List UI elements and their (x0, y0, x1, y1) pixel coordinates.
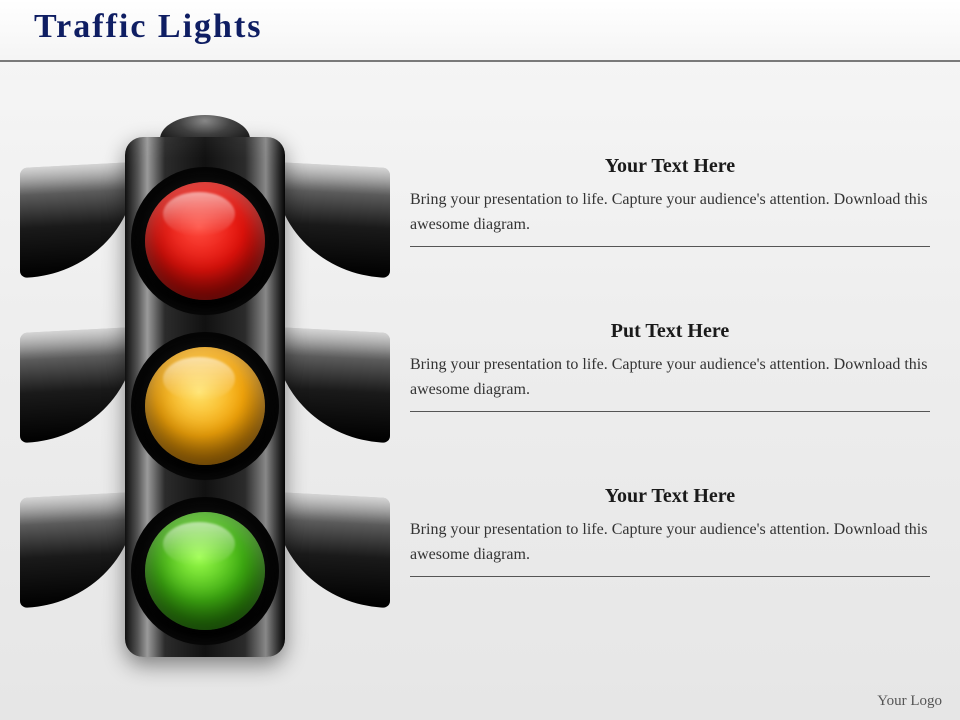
text-underline (410, 246, 930, 247)
text-block-1: Your Text Here Bring your presentation t… (410, 155, 930, 247)
lamp-well-green (131, 497, 279, 645)
wing-right-icon (275, 492, 390, 608)
traffic-light-graphic (30, 115, 380, 675)
title-divider (0, 60, 960, 62)
text-underline (410, 576, 930, 577)
wing-left-icon (20, 162, 135, 278)
wing-right-icon (275, 162, 390, 278)
text-body: Bring your presentation to life. Capture… (410, 353, 930, 403)
text-body: Bring your presentation to life. Capture… (410, 518, 930, 568)
text-heading: Put Text Here (410, 320, 930, 343)
text-heading: Your Text Here (410, 155, 930, 178)
housing-icon (125, 137, 285, 657)
text-heading: Your Text Here (410, 485, 930, 508)
lens-green-icon (145, 512, 265, 630)
wing-right-icon (275, 327, 390, 443)
text-underline (410, 411, 930, 412)
footer-logo: Your Logo (877, 693, 942, 710)
wing-left-icon (20, 327, 135, 443)
text-block-2: Put Text Here Bring your presentation to… (410, 320, 930, 412)
lamp-well-red (131, 167, 279, 315)
slide-title: Traffic Lights (34, 8, 263, 46)
wing-left-icon (20, 492, 135, 608)
lamp-well-yellow (131, 332, 279, 480)
lens-red-icon (145, 182, 265, 300)
text-body: Bring your presentation to life. Capture… (410, 188, 930, 238)
text-block-3: Your Text Here Bring your presentation t… (410, 485, 930, 577)
lens-yellow-icon (145, 347, 265, 465)
